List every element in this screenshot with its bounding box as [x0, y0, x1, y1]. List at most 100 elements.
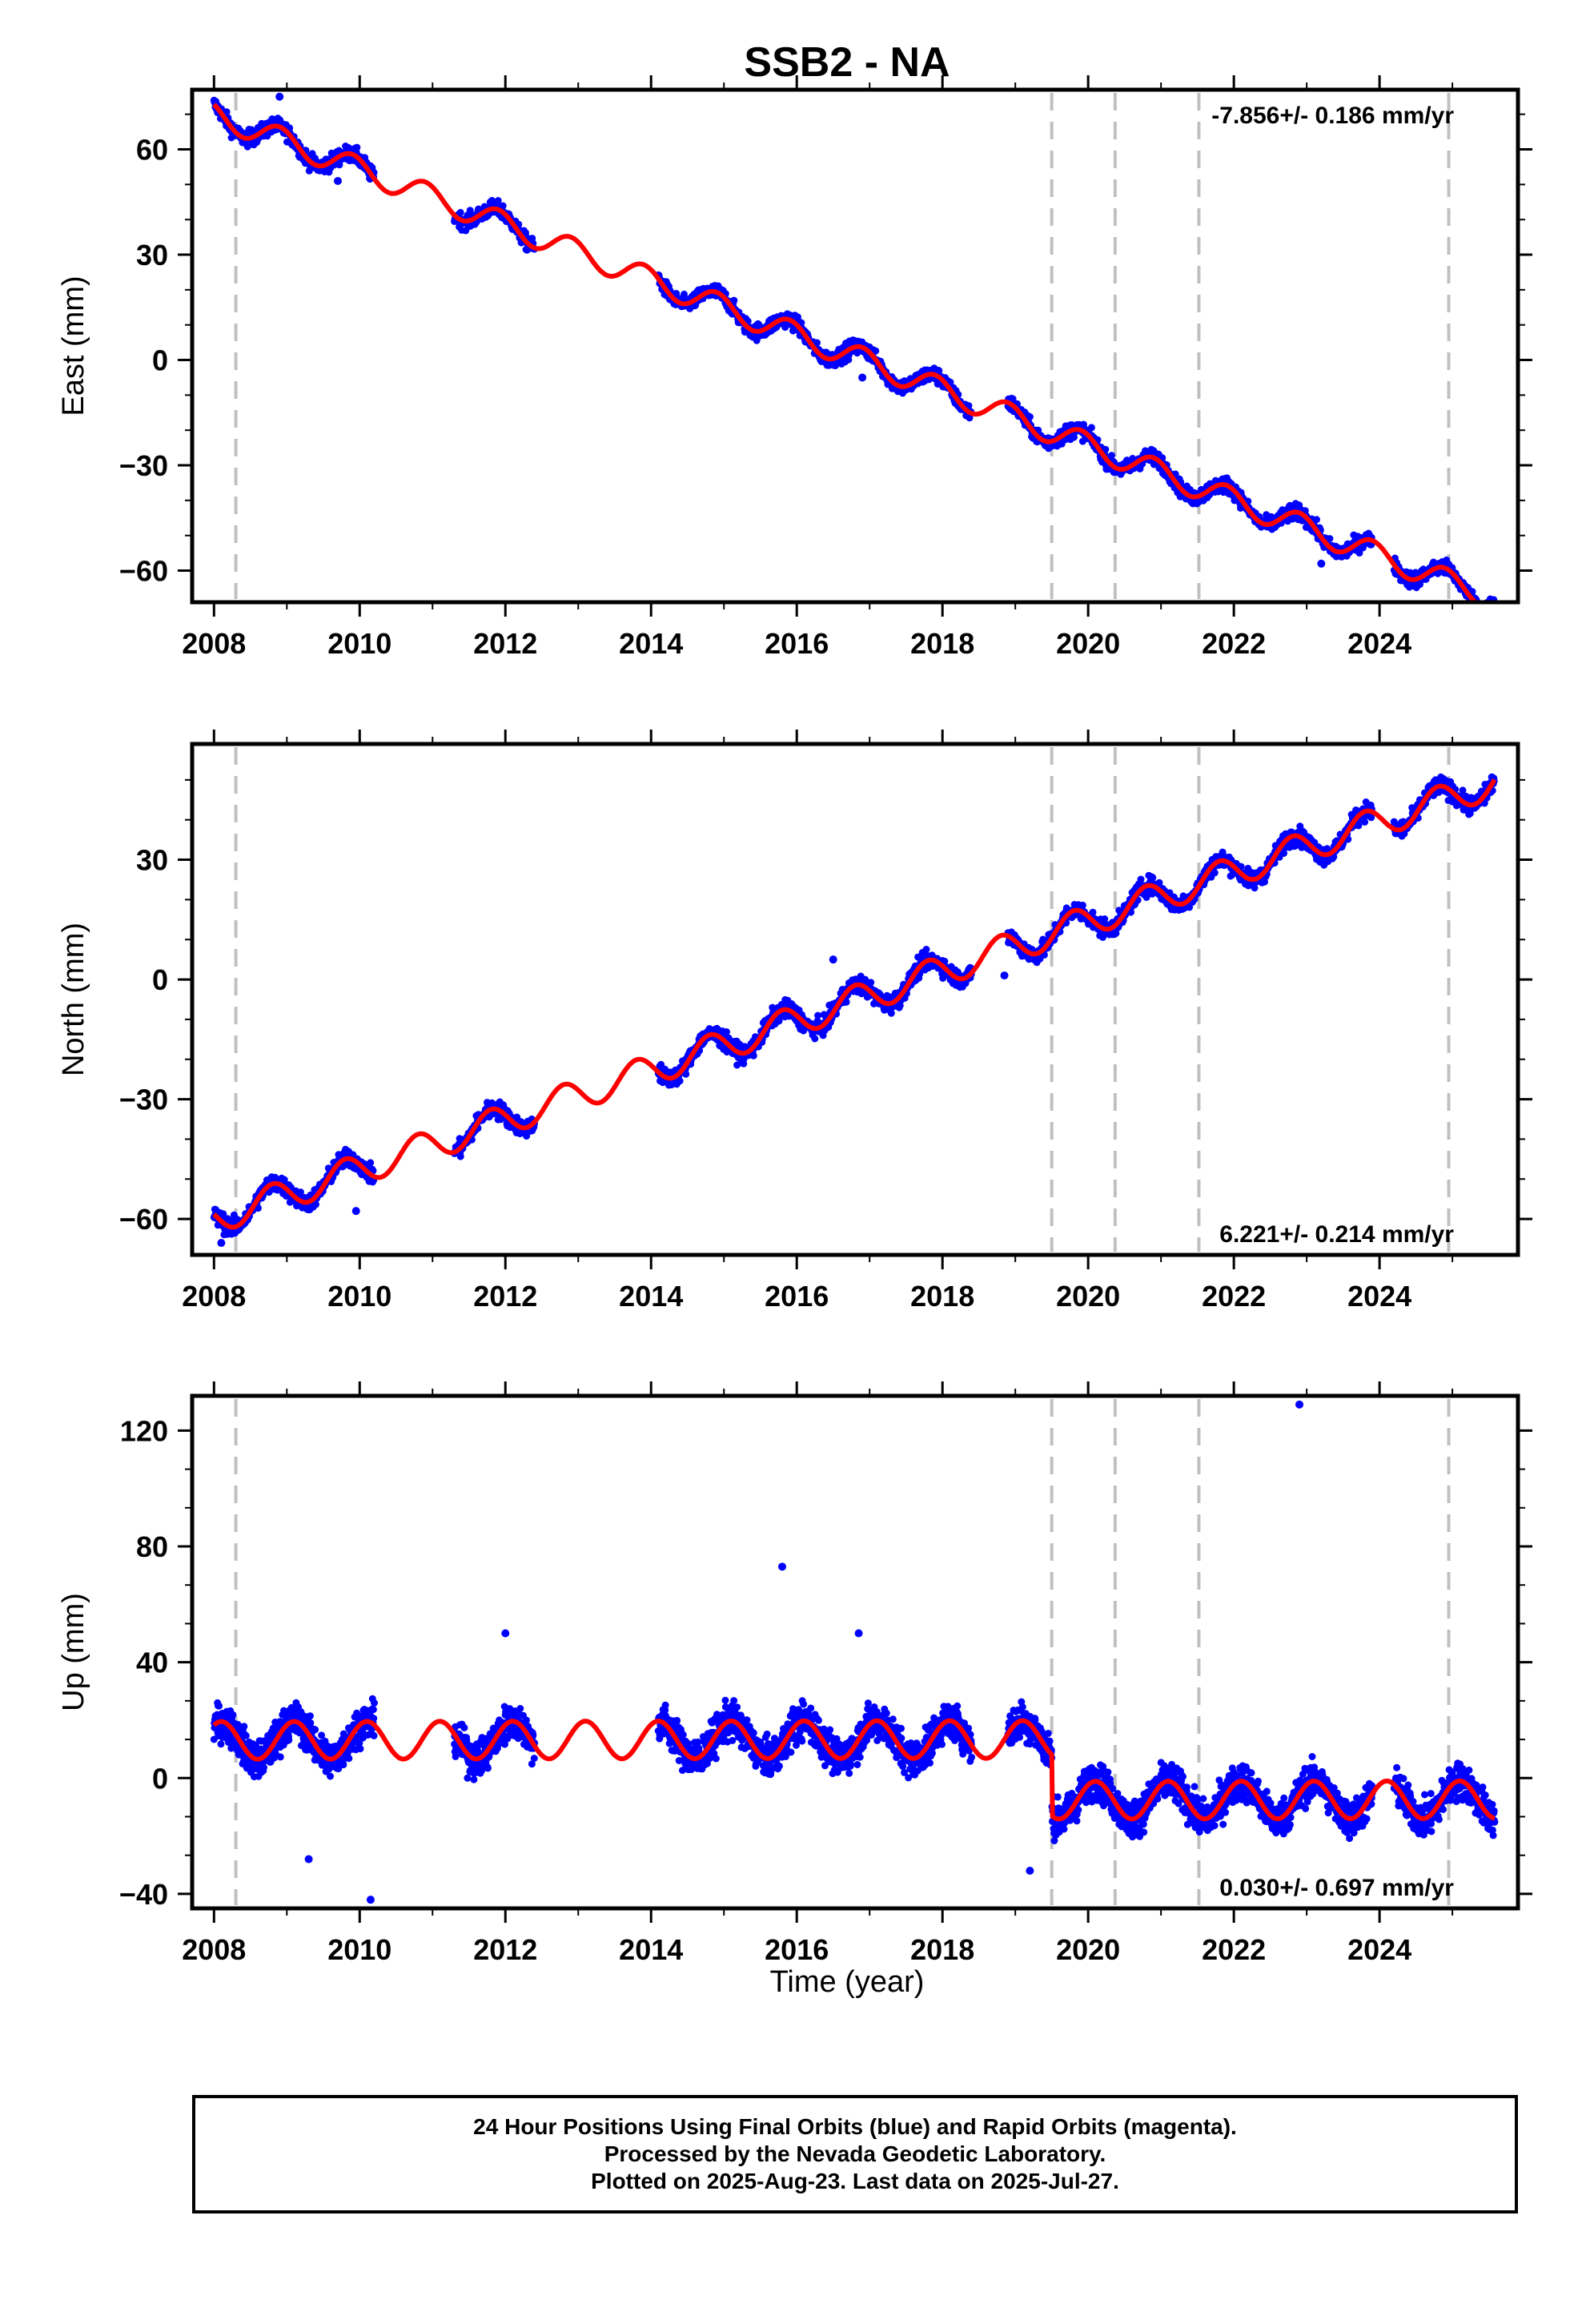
- data-point-east: [1488, 604, 1495, 611]
- rate-annotation-north: 6.221+/- 0.214 mm/yr: [1219, 1221, 1454, 1248]
- data-point-north: [367, 1159, 375, 1167]
- data-point-east: [1489, 604, 1496, 611]
- data-point-east: [872, 347, 880, 355]
- data-point-east: [243, 143, 251, 151]
- data-point-north: [1137, 875, 1145, 883]
- x-tick-label-north: 2010: [327, 1280, 391, 1313]
- y-tick-label-north: 30: [136, 844, 168, 877]
- y-tick-label-north: −60: [119, 1203, 168, 1236]
- x-tick-label-east: 2010: [327, 627, 391, 660]
- data-point-east: [935, 367, 943, 375]
- data-point-east: [1485, 605, 1492, 613]
- x-tick-label-north: 2014: [619, 1280, 683, 1313]
- y-tick-label-north: −30: [119, 1084, 168, 1116]
- data-point-east: [494, 197, 502, 204]
- outlier-point-north: [1000, 971, 1009, 980]
- data-point-north: [219, 1210, 227, 1218]
- x-tick-label-north: 2024: [1347, 1280, 1411, 1313]
- data-point-up: [217, 1740, 225, 1748]
- data-point-east: [813, 339, 821, 347]
- y-tick-label-north: 0: [152, 963, 168, 996]
- data-points-north: [210, 773, 1498, 1248]
- x-tick-label-east: 2020: [1056, 627, 1120, 660]
- data-point-north: [887, 1009, 895, 1017]
- data-point-east: [456, 208, 464, 216]
- y-tick-label-east: 60: [136, 134, 168, 167]
- data-point-east: [1488, 605, 1496, 613]
- data-point-east: [1475, 605, 1482, 612]
- data-point-north: [1078, 901, 1086, 909]
- data-point-north: [1355, 822, 1363, 830]
- data-point-up: [242, 1731, 250, 1739]
- panel-north: −60 −30 0 30 2008 2010 2012 2014 2016 2018 2020 202…: [57, 730, 1532, 1313]
- data-point-north: [254, 1204, 262, 1212]
- y-axis-label-north: North (mm): [57, 923, 90, 1076]
- data-point-up: [215, 1702, 223, 1710]
- y-tick-label-east: 0: [152, 344, 168, 377]
- data-point-north: [676, 1077, 684, 1085]
- x-tick-label-east: 2024: [1347, 627, 1411, 660]
- data-point-east: [1480, 605, 1487, 612]
- x-tick-label-east: 2018: [910, 627, 974, 660]
- data-point-east: [1488, 604, 1495, 611]
- data-point-east: [1473, 605, 1480, 612]
- data-point-east: [1486, 605, 1493, 612]
- data-point-east: [1102, 445, 1110, 453]
- data-point-north: [723, 1028, 730, 1035]
- data-point-north: [814, 1011, 822, 1019]
- data-point-east: [1476, 609, 1484, 617]
- data-point-east: [223, 108, 231, 116]
- data-point-east: [1479, 607, 1486, 614]
- model-curve-east: [212, 103, 1494, 602]
- outlier-point-east: [858, 373, 867, 382]
- data-point-east: [1482, 604, 1489, 611]
- y-axis-label-east: East (mm): [57, 275, 90, 416]
- data-point-east: [1108, 452, 1115, 460]
- data-point-north: [1089, 908, 1097, 916]
- x-tick-label-north: 2020: [1056, 1280, 1120, 1313]
- data-point-north: [1211, 869, 1219, 877]
- data-points-up: [210, 1400, 1499, 1904]
- x-tick-label-east: 2022: [1202, 627, 1266, 660]
- data-point-east: [1026, 413, 1034, 420]
- x-tick-label-north: 2012: [473, 1280, 537, 1313]
- data-point-east: [730, 296, 738, 304]
- y-tick-label-east: −60: [119, 555, 168, 588]
- outlier-point-east: [333, 176, 342, 185]
- data-point-up: [229, 1711, 237, 1719]
- outlier-point-north: [217, 1239, 226, 1248]
- data-point-north: [867, 979, 875, 987]
- outlier-point-east: [1317, 559, 1326, 568]
- rate-annotation-east: -7.856+/- 0.186 mm/yr: [1211, 103, 1454, 129]
- y-tick-label-east: −30: [119, 449, 168, 482]
- data-point-east: [1087, 424, 1095, 432]
- data-point-east: [1474, 608, 1481, 615]
- x-tick-label-east: 2014: [619, 627, 683, 660]
- x-tick-label-north: 2008: [182, 1280, 246, 1313]
- data-point-up: [240, 1723, 248, 1731]
- plot-frame-north: [190, 742, 1520, 1257]
- plot-frame-east: [190, 87, 1520, 605]
- x-tick-label-north: 2018: [910, 1280, 974, 1313]
- data-point-east: [1491, 603, 1498, 610]
- x-tick-label-north: 2016: [765, 1280, 829, 1313]
- data-point-east: [1355, 549, 1363, 557]
- figure-title: SSB2 - NA: [744, 39, 950, 86]
- data-point-east: [1489, 605, 1496, 613]
- data-point-east: [499, 202, 507, 210]
- data-point-north: [1361, 818, 1369, 826]
- data-point-north: [296, 1188, 304, 1196]
- x-tick-label-north: 2022: [1202, 1280, 1266, 1313]
- data-point-east: [1313, 516, 1320, 524]
- data-point-north: [312, 1200, 319, 1208]
- x-tick-label-east: 2012: [473, 627, 537, 660]
- outlier-point-north: [351, 1207, 360, 1216]
- x-tick-label-east: 2008: [182, 627, 246, 660]
- data-points-east: [210, 92, 1498, 617]
- y-tick-label-east: 30: [136, 239, 168, 271]
- data-point-east: [1326, 535, 1334, 543]
- data-point-east: [1484, 605, 1491, 613]
